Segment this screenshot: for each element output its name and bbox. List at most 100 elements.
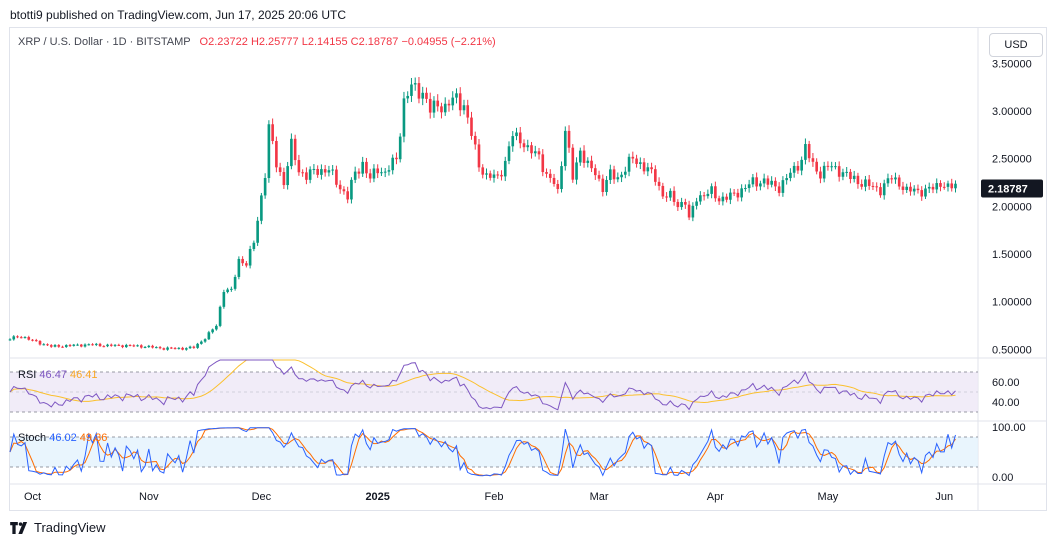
candle-body [470,117,473,136]
candle-body [151,345,154,348]
candle-body [305,172,308,180]
candle-body [800,159,803,171]
candle-body [770,180,773,185]
candle-body [346,191,349,200]
candle-body [548,173,552,178]
candle-body [830,166,833,168]
candle-body [526,145,530,148]
rsi-label: RSI [18,369,37,381]
candle-body [942,186,946,188]
candle-body [128,344,132,346]
candle-body [402,98,406,137]
candle-body [766,178,770,185]
candle-body [567,130,571,148]
candle-body [605,179,608,193]
candle-body [466,105,470,118]
currency-button[interactable]: USD [989,33,1043,57]
candle-body [500,174,503,177]
candle-body [815,161,818,172]
time-tick-label: Jun [935,491,953,503]
candle-body [338,184,342,190]
rsi-ma-value: 46.41 [70,369,98,381]
time-tick-label: Dec [252,491,272,503]
candle-body [503,160,507,177]
candle-body [353,171,357,180]
candle-body [286,166,289,186]
publisher-line: btotti9 published on TradingView.com, Ju… [10,8,346,22]
candle-body [927,186,931,189]
candle-body [774,180,777,187]
candles [8,77,957,351]
candle-body [34,340,38,342]
stoch-label: Stoch [18,432,47,444]
candle-body [368,173,372,179]
price-tick-label: 1.50000 [992,249,1032,261]
candle-body [946,183,950,187]
candle-body [834,166,837,168]
candle-body [785,178,788,181]
price-axis: 3.50000 3.00000 2.50000 2.00000 1.50000 1.000… [981,58,1043,356]
candle-body [804,144,807,160]
candle-body [608,169,612,180]
candle-body [586,160,590,163]
candle-body [912,188,916,192]
tradingview-logo-icon [10,521,28,534]
candle-body [755,177,758,187]
candle-body [237,258,241,277]
time-axis: Oct Nov Dec 2025 Feb Mar Apr May Jun [24,491,953,503]
candle-body [819,171,822,179]
candle-body [121,345,124,348]
price-grid [10,28,1046,510]
rsi-legend: RSI 46.47 46.41 [18,369,98,381]
candle-body [807,144,811,159]
last-price-badge [981,179,1043,198]
candle-body [518,132,522,144]
candle-body [230,288,233,290]
candle-body [143,346,147,348]
candle-body [177,347,181,349]
candle-body [511,136,515,147]
candle-body [845,171,848,173]
stoch-band-fill [10,437,978,467]
rsi-tick-label: 40.00 [992,397,1020,409]
candle-body [395,157,398,160]
candle-body [335,169,338,185]
candle-body [687,204,691,218]
candle-body [290,138,293,167]
candle-body [215,325,218,330]
candle-body [417,83,421,99]
candle-body [699,195,702,202]
candle-body [954,183,957,189]
candle-body [124,344,128,348]
candle-body [64,345,68,347]
candle-body [31,339,34,341]
candle-body [759,183,762,187]
candle-body [676,201,680,208]
time-tick-label: 2025 [365,491,389,503]
candle-body [312,168,316,170]
candle-body [293,138,297,161]
candle-body [822,165,826,179]
candle-body [552,177,556,184]
candle-body [87,344,91,346]
stoch-legend: Stoch 46.02 49.36 [18,432,107,444]
candle-body [811,158,815,162]
candle-body [106,344,109,347]
candle-body [380,172,383,174]
candle-body [421,92,425,99]
candle-body [27,337,31,340]
candle-body [207,332,211,340]
candle-body [642,162,646,172]
candle-body [432,100,436,113]
candle-body [233,276,237,289]
candle-body [53,345,57,347]
candle-body [248,248,252,266]
time-tick-label: Nov [139,491,159,503]
candle-body [533,151,537,154]
footer-brand[interactable]: TradingView [10,520,106,535]
candle-body [42,344,46,346]
candle-body [98,343,102,347]
stoch-pane: 100.00 0.00 [9,422,1026,484]
candle-body [383,171,387,173]
